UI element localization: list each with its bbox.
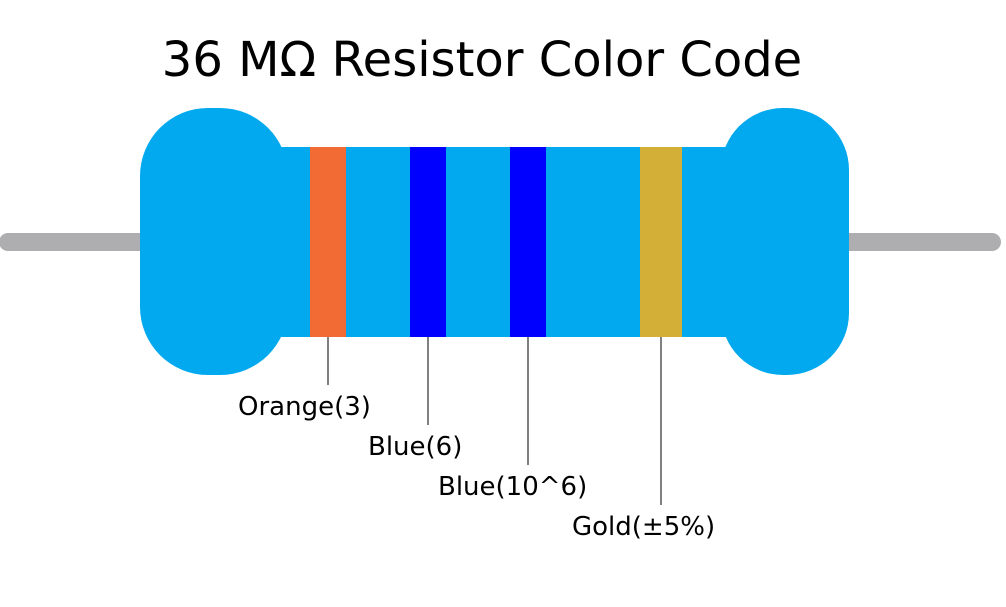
band-blue-1 bbox=[410, 147, 446, 337]
label-blue-1: Blue(6) bbox=[368, 432, 462, 462]
label-gold: Gold(±5%) bbox=[572, 512, 715, 542]
left-cap bbox=[140, 108, 288, 375]
label-blue-2: Blue(10^6) bbox=[438, 472, 587, 502]
resistor-body bbox=[140, 108, 849, 375]
band-orange bbox=[310, 147, 346, 337]
page-title: 36 MΩ Resistor Color Code bbox=[161, 32, 803, 88]
label-orange: Orange(3) bbox=[238, 392, 371, 422]
band-blue-2 bbox=[510, 147, 546, 337]
right-cap bbox=[721, 108, 849, 375]
band-gold bbox=[640, 147, 682, 337]
